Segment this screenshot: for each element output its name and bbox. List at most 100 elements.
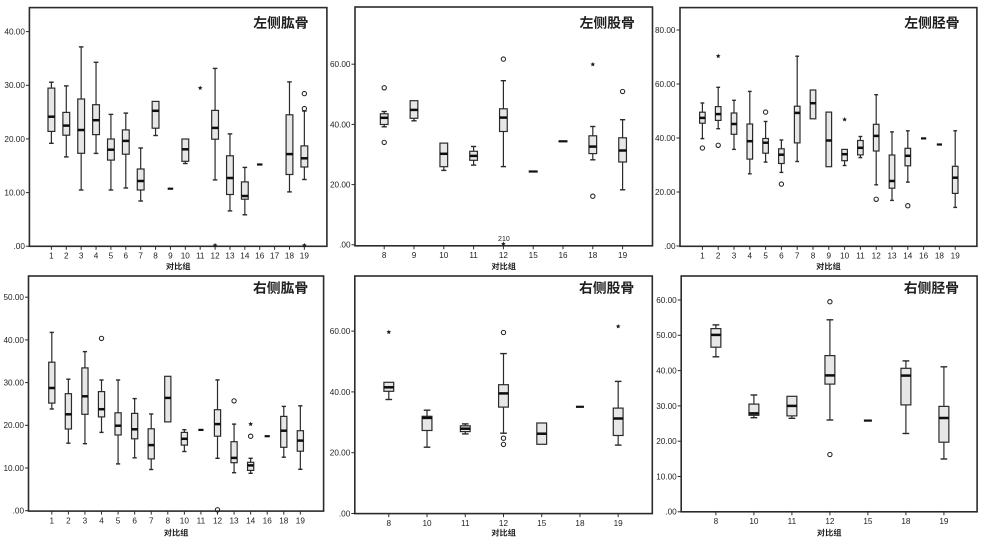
svg-text:16: 16 (919, 252, 929, 261)
svg-text:11: 11 (469, 251, 478, 260)
svg-text:18: 18 (935, 252, 945, 261)
svg-text:19: 19 (939, 517, 949, 526)
svg-text:4: 4 (748, 252, 753, 261)
svg-text:20.00: 20.00 (330, 181, 351, 190)
svg-text:8: 8 (382, 251, 387, 260)
svg-text:11: 11 (788, 517, 797, 526)
svg-text:20.00: 20.00 (4, 135, 25, 144)
svg-text:3: 3 (79, 252, 84, 261)
svg-text:8: 8 (811, 252, 816, 261)
svg-text:2: 2 (64, 252, 69, 261)
svg-text:40.00: 40.00 (655, 134, 676, 143)
svg-text:14: 14 (903, 252, 913, 261)
svg-text:.00: .00 (13, 507, 25, 516)
svg-text:12: 12 (213, 516, 223, 525)
svg-text:18: 18 (285, 252, 295, 261)
svg-text:12: 12 (211, 252, 221, 261)
svg-text:30.00: 30.00 (4, 81, 25, 90)
svg-text:15: 15 (529, 251, 539, 260)
svg-text:11: 11 (197, 516, 206, 525)
svg-text:4: 4 (94, 252, 99, 261)
svg-text:60.00: 60.00 (330, 327, 351, 336)
svg-text:12: 12 (825, 517, 835, 526)
svg-text:2: 2 (66, 516, 71, 525)
svg-text:10.00: 10.00 (4, 189, 25, 198)
svg-text:19: 19 (951, 252, 961, 261)
svg-text:.00: .00 (665, 508, 677, 517)
svg-text:14: 14 (246, 516, 256, 525)
svg-text:20.00: 20.00 (655, 188, 676, 197)
svg-text:30.00: 30.00 (4, 379, 25, 388)
svg-text:6: 6 (779, 252, 784, 261)
svg-text:16: 16 (263, 516, 273, 525)
svg-text:18: 18 (575, 519, 585, 528)
svg-text:6: 6 (124, 252, 129, 261)
svg-text:14: 14 (240, 252, 250, 261)
svg-text:.00: .00 (14, 242, 26, 251)
svg-text:50.00: 50.00 (656, 331, 677, 340)
svg-text:10: 10 (181, 252, 191, 261)
svg-text:20.00: 20.00 (4, 421, 25, 430)
svg-text:18: 18 (588, 251, 598, 260)
svg-text:5: 5 (763, 252, 768, 261)
svg-text:10: 10 (840, 252, 850, 261)
svg-text:12: 12 (499, 519, 509, 528)
svg-text:8: 8 (714, 517, 719, 526)
svg-text:13: 13 (887, 252, 897, 261)
svg-text:9: 9 (412, 251, 417, 260)
svg-text:10.00: 10.00 (4, 464, 25, 473)
svg-text:40.00: 40.00 (656, 367, 677, 376)
svg-text:20.00: 20.00 (330, 449, 351, 458)
svg-text:50.00: 50.00 (4, 293, 25, 302)
svg-text:10: 10 (439, 251, 449, 260)
svg-text:9: 9 (168, 252, 173, 261)
svg-text:3: 3 (83, 516, 88, 525)
svg-text:17: 17 (270, 252, 280, 261)
svg-text:2: 2 (716, 252, 721, 261)
svg-text:1: 1 (700, 252, 705, 261)
svg-text:8: 8 (153, 252, 158, 261)
svg-text:7: 7 (138, 252, 143, 261)
svg-text:11: 11 (196, 252, 205, 261)
svg-text:15: 15 (537, 519, 547, 528)
svg-text:12: 12 (872, 252, 882, 261)
svg-text:11: 11 (461, 519, 470, 528)
svg-text:210: 210 (498, 236, 510, 243)
svg-text:10.00: 10.00 (656, 472, 677, 481)
svg-text:80.00: 80.00 (655, 26, 676, 35)
svg-text:1: 1 (50, 516, 55, 525)
svg-text:10: 10 (749, 517, 759, 526)
svg-text:11: 11 (856, 252, 865, 261)
svg-text:3: 3 (732, 252, 737, 261)
svg-text:18: 18 (279, 516, 289, 525)
svg-text:40.00: 40.00 (4, 336, 25, 345)
svg-text:8: 8 (387, 519, 392, 528)
svg-text:40.00: 40.00 (330, 388, 351, 397)
svg-text:8: 8 (166, 516, 171, 525)
svg-text:19: 19 (618, 251, 628, 260)
svg-text:7: 7 (795, 252, 800, 261)
svg-text:16: 16 (255, 252, 265, 261)
svg-text:12: 12 (499, 251, 509, 260)
svg-text:10: 10 (180, 516, 190, 525)
svg-text:19: 19 (614, 519, 624, 528)
svg-text:6: 6 (132, 516, 137, 525)
svg-text:18: 18 (901, 517, 911, 526)
svg-text:13: 13 (225, 252, 235, 261)
svg-text:19: 19 (296, 516, 306, 525)
svg-text:15: 15 (863, 517, 873, 526)
svg-text:5: 5 (109, 252, 114, 261)
svg-text:.00: .00 (339, 241, 351, 250)
svg-text:9: 9 (827, 252, 832, 261)
svg-text:5: 5 (116, 516, 121, 525)
svg-text:20.00: 20.00 (656, 437, 677, 446)
svg-text:40.00: 40.00 (4, 28, 25, 37)
svg-text:60.00: 60.00 (656, 296, 677, 305)
svg-text:.00: .00 (339, 509, 351, 518)
svg-text:60.00: 60.00 (655, 80, 676, 89)
svg-text:.00: .00 (664, 242, 676, 251)
svg-text:13: 13 (230, 516, 240, 525)
svg-text:19: 19 (300, 252, 310, 261)
svg-text:4: 4 (99, 516, 104, 525)
svg-text:30.00: 30.00 (656, 402, 677, 411)
